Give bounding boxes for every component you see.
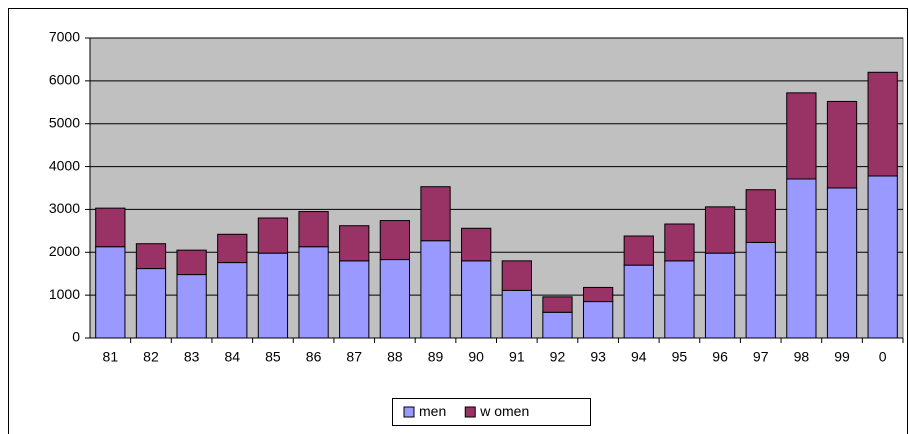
x-tick-label: 92	[550, 349, 566, 365]
bar-segment	[95, 207, 126, 248]
bar-segment	[826, 187, 858, 339]
x-tick-label: 98	[794, 349, 810, 365]
bar-segment	[420, 240, 451, 339]
bar-segment	[339, 225, 370, 262]
bar-segment	[501, 260, 532, 291]
plot-area	[89, 37, 904, 339]
bar-segment	[135, 243, 167, 270]
bar-segment	[542, 311, 573, 339]
bar-segment	[461, 227, 492, 262]
x-tick-label: 96	[712, 349, 728, 365]
x-tick-label: 97	[753, 349, 769, 365]
bar-segment	[582, 286, 614, 303]
bar-segment	[786, 92, 817, 180]
legend-label: men	[419, 403, 446, 419]
x-tick-label: 88	[387, 349, 403, 365]
bar-segment	[704, 206, 736, 254]
bar-segment	[379, 259, 411, 339]
x-tick-label: 84	[224, 349, 240, 365]
bar-segment	[217, 233, 248, 264]
y-tick-label: 0	[72, 329, 80, 345]
bar-segment	[826, 100, 858, 189]
y-tick-label: 7000	[49, 29, 80, 45]
x-tick-label: 0	[879, 349, 887, 365]
bar-segment	[298, 211, 329, 248]
bar-segment	[257, 217, 289, 254]
bar-segment	[217, 262, 248, 339]
x-tick-label: 86	[306, 349, 322, 365]
bar-segment	[461, 260, 492, 339]
bar-segment	[786, 178, 817, 339]
bar-segment	[623, 235, 654, 266]
bar-segment	[95, 246, 126, 339]
y-tick-label: 4000	[49, 157, 80, 173]
y-tick-label: 5000	[49, 114, 80, 130]
x-tick-label: 81	[103, 349, 119, 365]
x-tick-label: 94	[631, 349, 647, 365]
x-tick-label: 82	[143, 349, 159, 365]
y-tick-label: 6000	[49, 72, 80, 88]
bar-segment	[704, 252, 736, 339]
bar-segment	[867, 175, 898, 339]
x-tick-label: 87	[346, 349, 362, 365]
legend-swatch	[464, 406, 476, 418]
y-tick-label: 1000	[49, 286, 80, 302]
x-tick-label: 85	[265, 349, 281, 365]
bar-segment	[623, 264, 654, 339]
y-tick-label: 2000	[49, 243, 80, 259]
x-tick-label: 91	[509, 349, 525, 365]
bar-segment	[664, 260, 695, 339]
legend-box	[392, 398, 591, 426]
bar-segment	[867, 71, 898, 177]
x-tick-label: 83	[184, 349, 200, 365]
bar-segment	[298, 246, 329, 339]
bar-segment	[257, 252, 289, 339]
bar-segment	[501, 289, 532, 339]
x-tick-label: 99	[834, 349, 850, 365]
bar-segment	[379, 220, 411, 261]
bar-segment	[542, 296, 573, 313]
bar-segment	[176, 249, 207, 276]
y-tick-label: 3000	[49, 200, 80, 216]
legend-label: w omen	[479, 403, 529, 419]
x-tick-label: 90	[468, 349, 484, 365]
bar-segment	[135, 268, 167, 339]
x-tick-label: 89	[428, 349, 444, 365]
bar-segment	[420, 186, 451, 242]
bar-segment	[339, 260, 370, 339]
bar-segment	[582, 301, 614, 339]
x-tick-label: 95	[672, 349, 688, 365]
x-tick-label: 93	[590, 349, 606, 365]
bar-segment	[745, 241, 776, 339]
bar-segment	[664, 223, 695, 262]
legend-swatch	[403, 406, 415, 418]
bar-segment	[745, 189, 776, 243]
bar-segment	[176, 274, 207, 339]
